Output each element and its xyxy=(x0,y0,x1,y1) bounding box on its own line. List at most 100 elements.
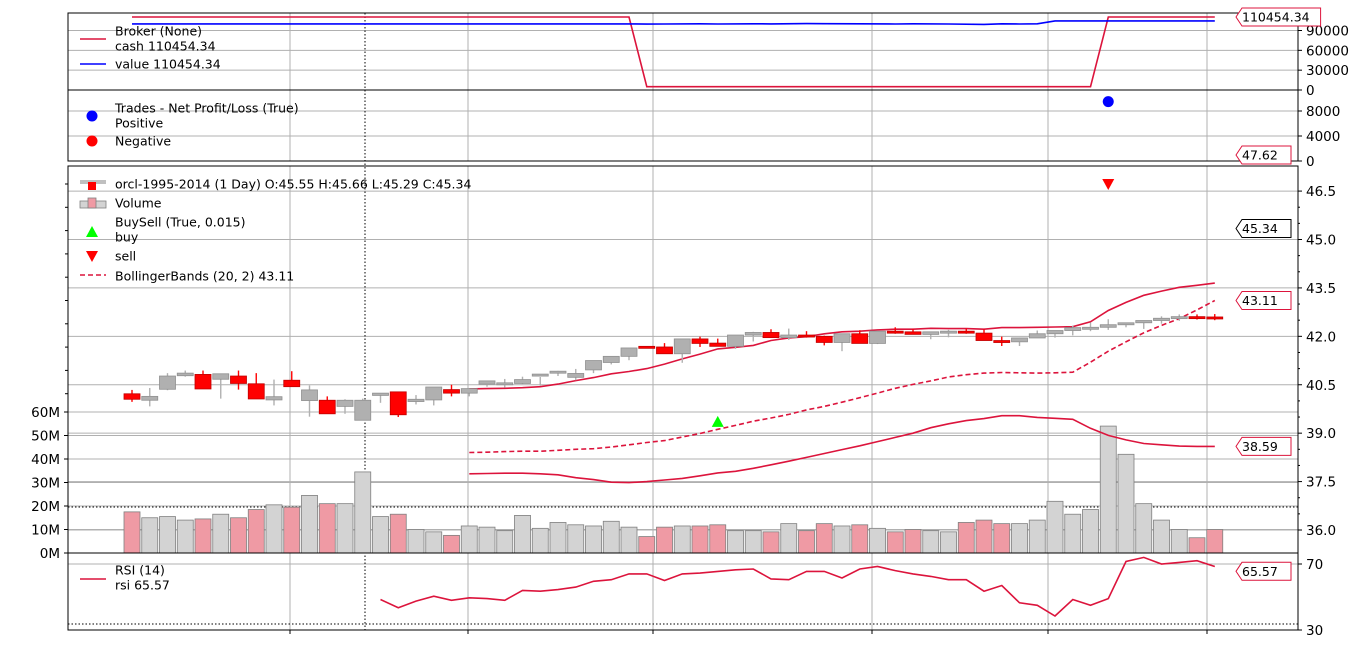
volume-bar xyxy=(1170,529,1188,554)
volume-bar xyxy=(691,525,709,554)
tick-label: 0 xyxy=(1306,83,1315,99)
candle-down xyxy=(1188,316,1206,320)
candle-up xyxy=(141,395,159,401)
candle-down xyxy=(798,334,815,338)
buy-legend-marker xyxy=(86,226,98,237)
volume-bar xyxy=(1188,537,1206,554)
candle-up xyxy=(1028,333,1046,339)
volume-bar xyxy=(744,530,762,554)
candle-down xyxy=(318,399,336,415)
volume-bar xyxy=(354,471,372,554)
candle-up xyxy=(1153,317,1170,321)
candle-up xyxy=(212,373,230,380)
candle-up xyxy=(833,333,851,343)
candle-up xyxy=(514,379,531,384)
candle-up xyxy=(620,347,638,357)
candle-down xyxy=(691,338,709,344)
candle-down xyxy=(247,383,265,400)
candle-down xyxy=(904,331,922,335)
candle-up xyxy=(372,392,389,396)
volume-bar xyxy=(265,504,283,554)
candle-up xyxy=(496,382,514,386)
volume-bar xyxy=(1064,513,1082,554)
volume-bar xyxy=(141,517,159,554)
volume-bar xyxy=(1135,503,1153,554)
bollinger-mid-tag: 43.11 xyxy=(1242,293,1278,308)
tick-label: 40.5 xyxy=(1306,378,1336,394)
candle-down xyxy=(762,332,780,339)
volume-bar xyxy=(709,524,727,554)
volume-bar xyxy=(815,523,833,554)
candle-up xyxy=(673,338,691,355)
candle-up xyxy=(869,330,886,344)
trades-negative-legend-label: Negative xyxy=(115,134,171,149)
candle-down xyxy=(283,379,301,388)
candle-down xyxy=(443,389,460,394)
candle-up xyxy=(602,355,620,363)
volume-bar xyxy=(1046,500,1064,554)
bollinger-bottom-line xyxy=(469,414,1215,484)
volume-bar xyxy=(851,524,869,554)
bollinger-mid-tag-box xyxy=(1235,291,1292,311)
sell-legend-label: sell xyxy=(115,249,136,264)
candle-down xyxy=(656,346,673,355)
candle-down xyxy=(230,375,247,384)
candle-down xyxy=(1206,316,1224,320)
candle-up xyxy=(727,334,744,347)
candle-up xyxy=(159,375,176,390)
volume-bar xyxy=(1153,519,1170,554)
volume-bar xyxy=(283,506,301,554)
volume-bar xyxy=(425,531,443,554)
volume-tick-label: 30M xyxy=(31,476,60,492)
volume-bar xyxy=(922,530,940,554)
volume-bar xyxy=(957,522,975,554)
buy-legend-label: buy xyxy=(115,230,139,245)
trades-positive-legend-marker xyxy=(86,110,98,122)
candle-up xyxy=(407,398,425,402)
volume-bar xyxy=(1082,509,1099,554)
candle-up xyxy=(176,372,194,377)
tick-label: 60000 xyxy=(1306,43,1349,59)
tick-label: 30 xyxy=(1306,623,1323,639)
bollinger-legend-label: BollingerBands (20, 2) 43.11 xyxy=(115,269,294,284)
candle-up xyxy=(460,388,478,394)
cash-value-tag: 110454.34 xyxy=(1242,9,1310,24)
broker-cash-line xyxy=(132,16,1215,88)
trades-value-tag: 47.62 xyxy=(1242,148,1278,163)
volume-tick-label: 20M xyxy=(31,499,60,515)
bollinger-top-line xyxy=(469,282,1215,390)
candle-down xyxy=(389,391,407,416)
tick-label: 0 xyxy=(1306,154,1315,170)
tick-label: 43.5 xyxy=(1306,281,1336,297)
chart-marks xyxy=(123,16,1224,617)
bollinger-bottom-tag: 38.59 xyxy=(1242,439,1278,454)
volume-bar xyxy=(585,525,602,554)
candle-up xyxy=(336,399,354,407)
volume-tick-label: 40M xyxy=(31,452,60,468)
volume-bar xyxy=(1099,425,1117,554)
broker-value-legend-label: value 110454.34 xyxy=(115,57,221,72)
candle-down xyxy=(851,333,869,344)
candle-up xyxy=(1046,330,1064,335)
candle-down xyxy=(993,340,1011,343)
rsi-value-tag-box xyxy=(1235,561,1292,581)
tick-label: 45.0 xyxy=(1306,233,1336,249)
volume-bar xyxy=(514,515,531,554)
volume-bar xyxy=(212,513,230,554)
candle-up xyxy=(301,389,318,401)
volume-tick-label: 50M xyxy=(31,429,60,445)
volume-bar xyxy=(602,520,620,554)
candle-up xyxy=(1135,320,1153,324)
volume-bar xyxy=(656,526,673,554)
volume-bar xyxy=(443,534,460,554)
broker-cash-legend-label: cash 110454.34 xyxy=(115,39,216,54)
bollinger-mid-line xyxy=(469,299,1216,454)
tick-label: 8000 xyxy=(1306,104,1340,120)
tick-label: 30000 xyxy=(1306,63,1349,79)
value-tags: 110454.34 47.62 45.34 43.11 38.59 65.57 xyxy=(1235,7,1322,581)
candle-up xyxy=(531,373,549,377)
candle-up xyxy=(780,334,798,339)
rsi-legend-label: rsi 65.57 xyxy=(115,578,170,593)
volume-tick-label: 10M xyxy=(31,523,60,539)
